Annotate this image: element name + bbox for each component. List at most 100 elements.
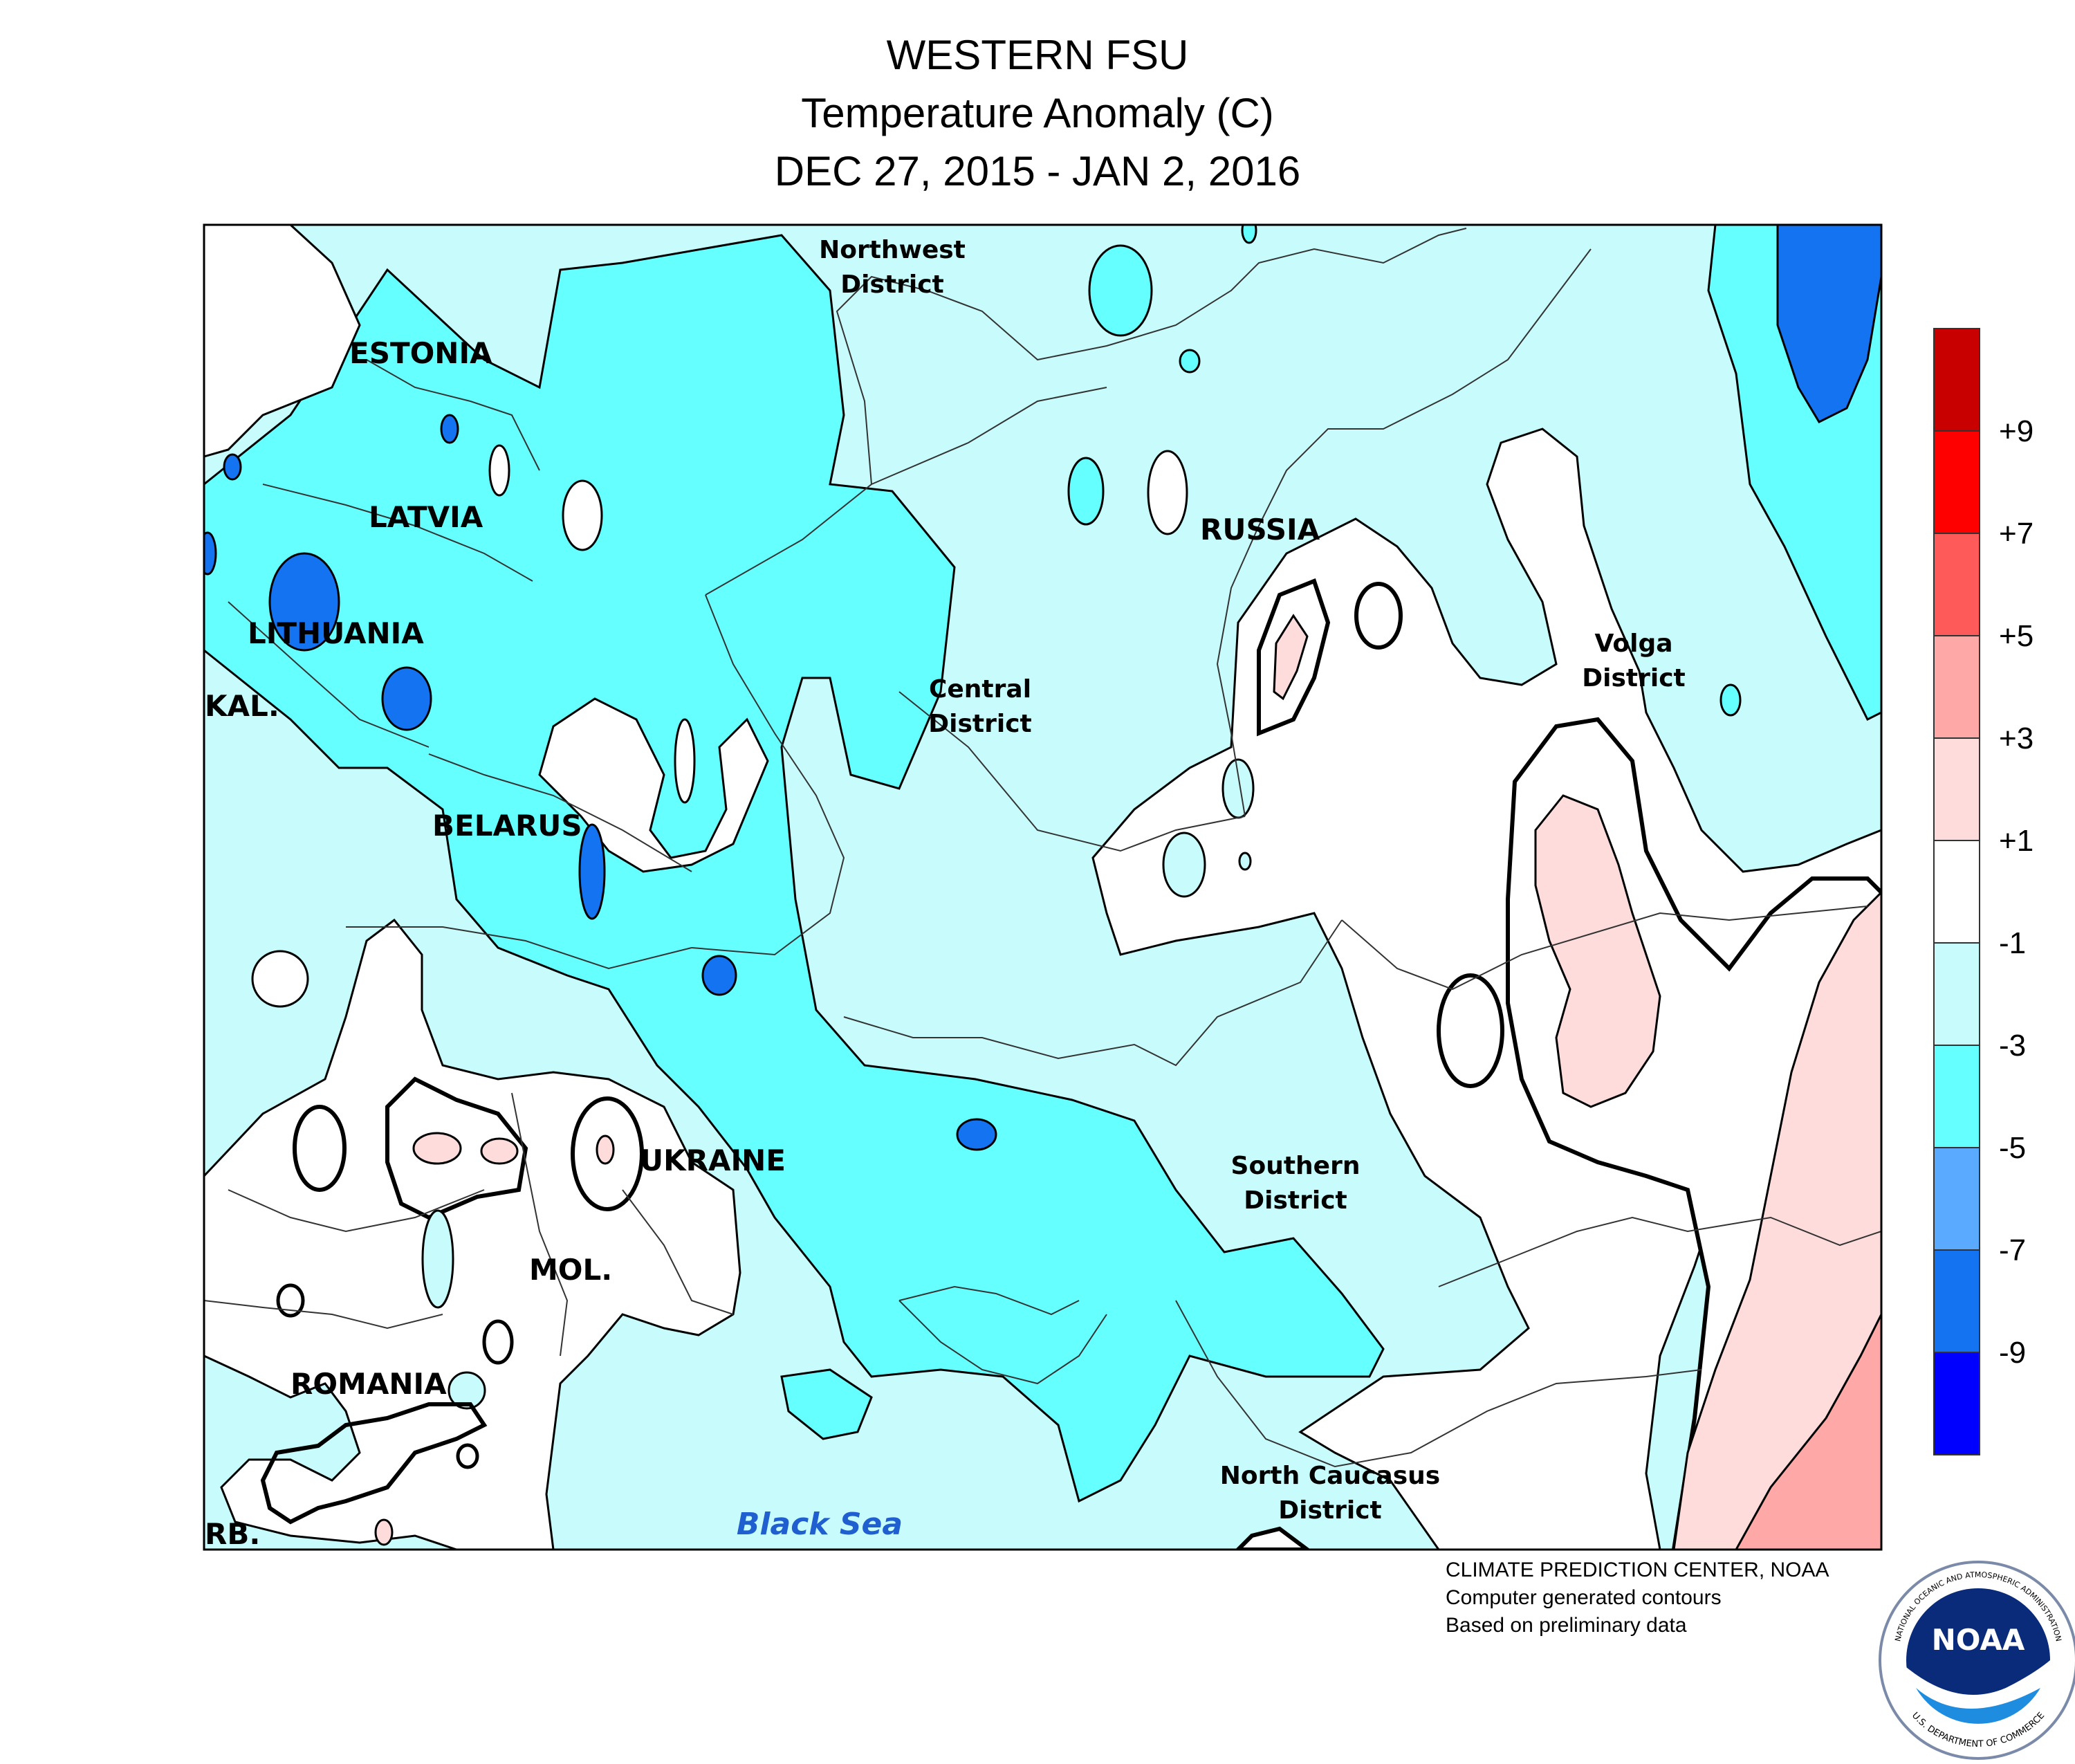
label-russia: RUSSIA [1200, 513, 1320, 546]
credit-data-note: Based on preliminary data [1446, 1614, 1687, 1637]
label-lithuania: LITHUANIA [248, 616, 424, 650]
noaa-logo-wave [1906, 1660, 2051, 1736]
field-cold-central-1 [1162, 832, 1206, 898]
field-cold-north-1 [1088, 244, 1153, 337]
field-spot-east [1776, 225, 1881, 423]
legend-swatch [1933, 1045, 1980, 1148]
field-cold-black-sea-coast [780, 1368, 873, 1440]
field-ring-romania-south [260, 1402, 488, 1525]
field-spot-estonia [440, 414, 459, 444]
field-warm-caspian-strong [1735, 1314, 1881, 1550]
legend-swatch [1933, 1147, 1980, 1251]
label-southern-district-2: District [1244, 1186, 1347, 1215]
map-frame [203, 223, 1883, 1551]
field-neutral-estonia [488, 444, 510, 497]
field-ring-east-moscow [1354, 582, 1403, 650]
label-romania: ROMANIA [290, 1367, 447, 1401]
map-title: WESTERN FSU Temperature Anomaly (C) DEC … [0, 26, 2075, 201]
legend-label: +1 [1999, 824, 2034, 858]
title-date-range: DEC 27, 2015 - JAN 2, 2016 [774, 148, 1301, 194]
label-ukraine: UKRAINE [640, 1143, 786, 1177]
label-volga-district-2: District [1582, 664, 1686, 692]
legend-label: +5 [1999, 619, 2034, 653]
field-warm-romania [374, 1518, 394, 1546]
field-ring-caucasus [1235, 1526, 1311, 1550]
field-neutral-sliver [674, 718, 696, 804]
field-spot-lithuania-east [381, 666, 432, 731]
label-north-caucasus-district-2: District [1278, 1496, 1382, 1525]
field-neutral-poland [251, 950, 309, 1008]
credit-method: Computer generated contours [1446, 1586, 1722, 1609]
label-estonia: ESTONIA [349, 336, 492, 370]
field-cold-north-3 [1179, 349, 1201, 374]
color-legend: +9 +7 +5 +3 +1 -1 -3 -5 -7 -9 [1933, 328, 2034, 1455]
field-cold-west-2 [448, 1371, 486, 1410]
field-spot-ukraine-east [956, 1118, 997, 1151]
legend-label: +9 [1999, 414, 2034, 448]
field-warm-west-2 [480, 1137, 519, 1165]
label-latvia: LATVIA [369, 500, 483, 534]
legend-swatch [1933, 430, 1980, 534]
field-cold-central-2 [1221, 758, 1255, 819]
field-neutral-southwest [204, 918, 741, 1550]
legend-swatch [1933, 840, 1980, 944]
label-kaliningrad: KAL. [205, 689, 279, 723]
label-northwest-district-2: District [840, 270, 944, 299]
field-neutral-finland-gulf [204, 225, 361, 458]
legend-label: -5 [1999, 1131, 2026, 1165]
legend-label: -3 [1999, 1029, 2026, 1063]
legend-swatch [1933, 328, 1980, 432]
label-central-district-2: District [928, 710, 1032, 738]
legend-swatch [1933, 533, 1980, 636]
legend-label: -9 [1999, 1336, 2026, 1370]
field-ring-romania-2 [482, 1319, 514, 1365]
field-spot-belarus [578, 823, 606, 920]
label-central-district-1: Central [929, 675, 1031, 704]
noaa-logo-water [1916, 1688, 2040, 1724]
field-cold-north-4 [1241, 225, 1257, 244]
legend-swatch [1933, 1352, 1980, 1455]
field-neutral-north [1147, 450, 1188, 535]
field-cold-tongue [204, 234, 1385, 1503]
field-warm-west-3 [596, 1134, 615, 1165]
field-cold-north-2 [1067, 457, 1105, 526]
field-cold-west-1 [421, 1209, 454, 1309]
label-north-caucasus-district-1: North Caucasus [1220, 1462, 1440, 1490]
field-ring-west-1 [293, 1105, 347, 1192]
field-spot-west-edge [204, 531, 217, 576]
field-ring-southern [1437, 973, 1504, 1088]
label-black-sea: Black Sea [737, 1507, 903, 1542]
title-region: WESTERN FSU [886, 32, 1189, 78]
legend-label: +3 [1999, 722, 2034, 755]
legend-swatch [1933, 942, 1980, 1046]
legend-label: -7 [1999, 1233, 2026, 1267]
field-warm-west-1 [412, 1132, 462, 1165]
field-ring-romania-3 [456, 1443, 479, 1469]
noaa-logo: NOAA NATIONAL OCEANIC AND ATMOSPHERIC AD… [1879, 1561, 2075, 1760]
credit-agency: CLIMATE PREDICTION CENTER, NOAA [1446, 1559, 1829, 1581]
field-cold-southwest [204, 1354, 457, 1550]
label-moldova: MOL. [529, 1253, 612, 1287]
field-neutral-latvia [562, 479, 603, 551]
field-ring-moscow [1257, 578, 1331, 737]
title-variable: Temperature Anomaly (C) [801, 90, 1274, 136]
field-ring-romania-1 [276, 1283, 305, 1318]
label-southern-district-1: Southern [1231, 1152, 1361, 1180]
label-volga-district-1: Volga [1594, 630, 1672, 658]
boundary-lines [204, 228, 1881, 1468]
legend-swatch [1933, 635, 1980, 739]
contour-field [204, 225, 1881, 1550]
field-warm-volga [1534, 794, 1661, 1108]
legend-label: +7 [1999, 517, 2034, 551]
label-northwest-district-1: Northwest [819, 236, 966, 264]
field-spot-ukraine-north [701, 955, 737, 996]
label-belarus: BELARUS [432, 809, 582, 843]
field-cold-volga [1719, 683, 1742, 717]
noaa-logo-text: NOAA [1932, 1623, 2025, 1657]
field-cold-central-3 [1238, 852, 1252, 871]
legend-swatch [1933, 737, 1980, 841]
legend-label: -1 [1999, 926, 2026, 960]
field-warm-moscow [1273, 614, 1309, 701]
label-serbia: RB. [205, 1517, 260, 1551]
